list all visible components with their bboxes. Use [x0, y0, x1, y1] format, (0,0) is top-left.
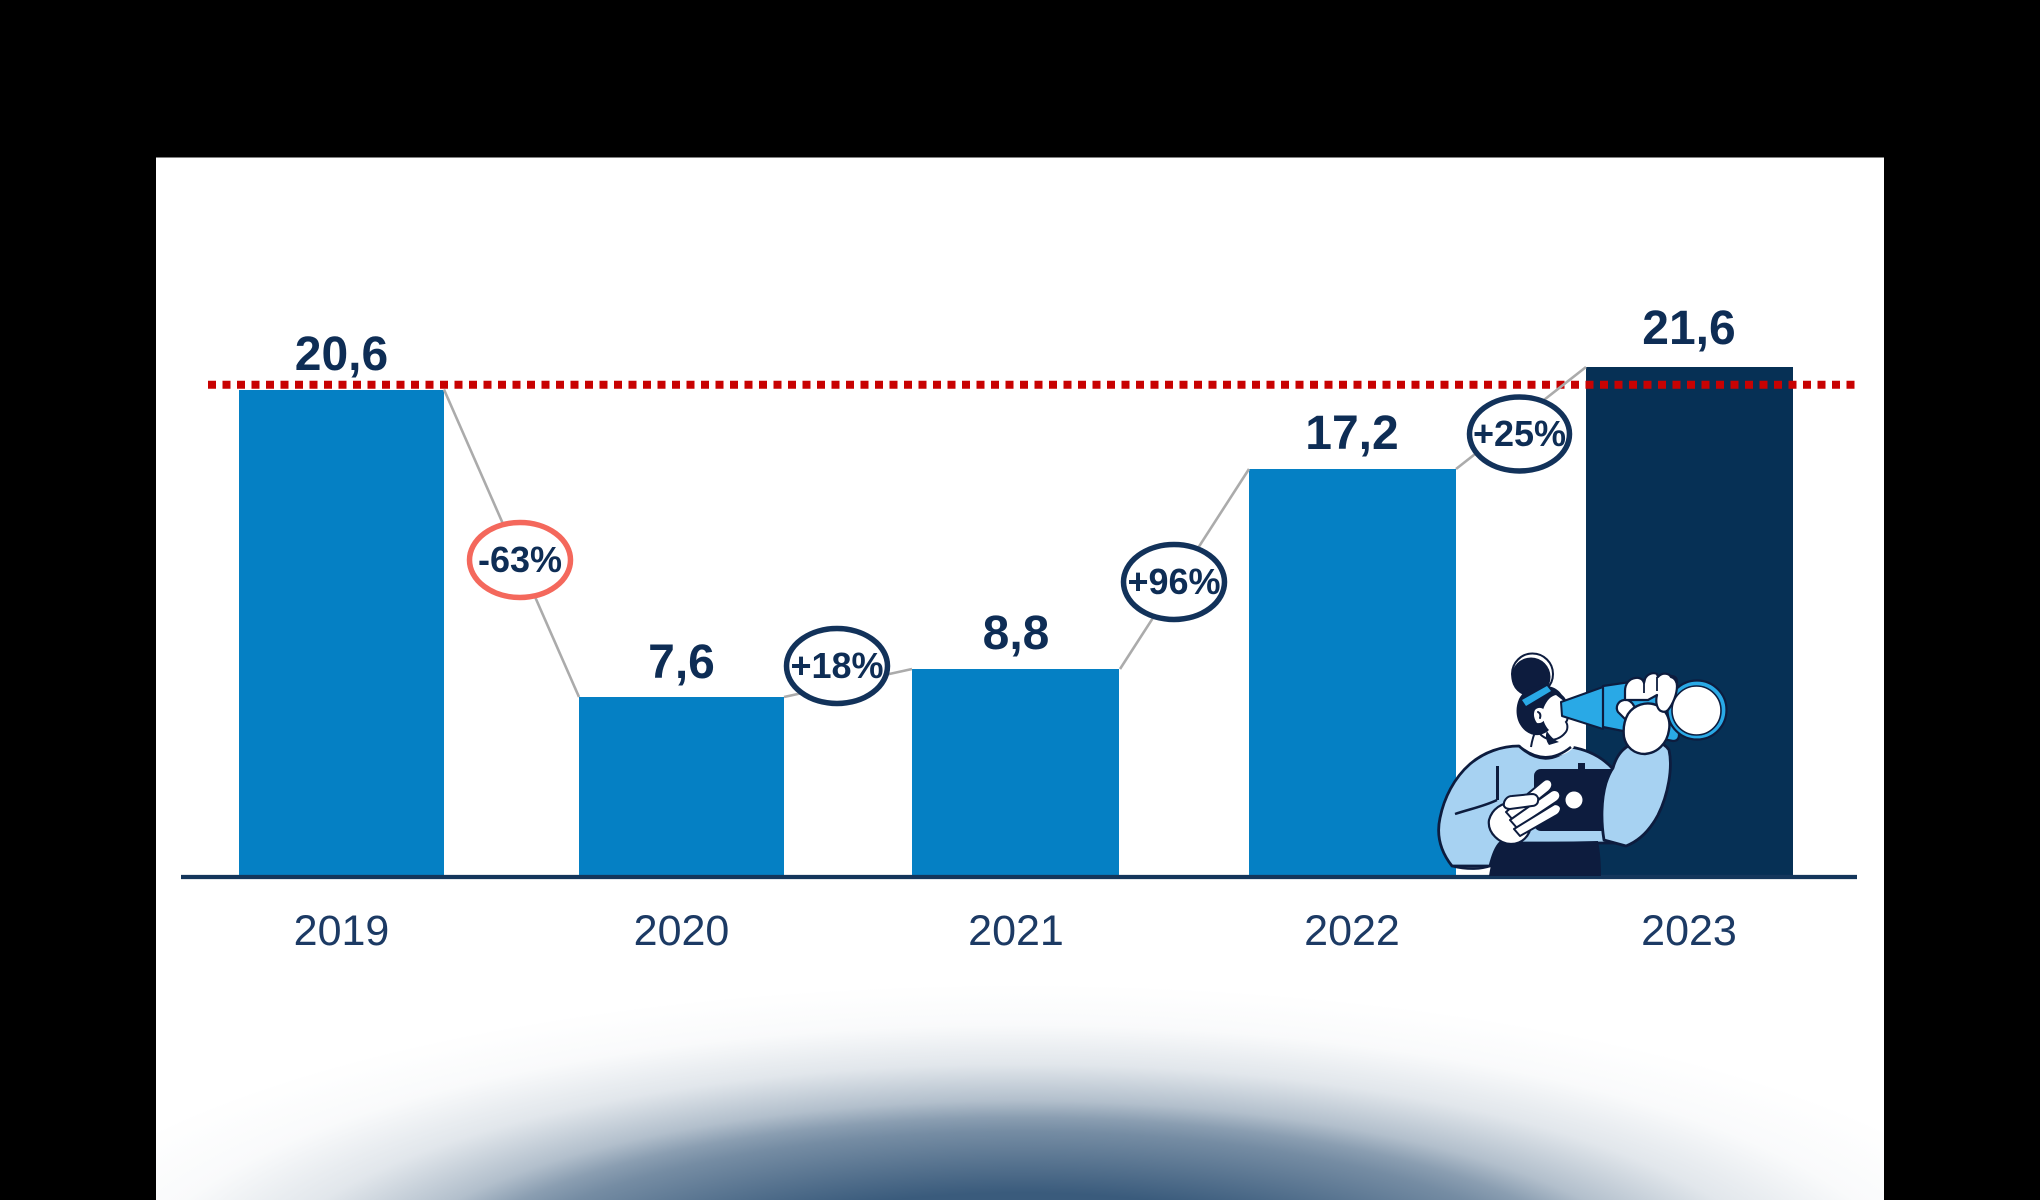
svg-text:2022: 2022 — [1304, 907, 1400, 955]
svg-text:7,6: 7,6 — [648, 636, 715, 689]
svg-text:20,6: 20,6 — [295, 328, 388, 381]
svg-text:-63%: -63% — [478, 539, 562, 580]
svg-text:17,2: 17,2 — [1305, 407, 1398, 460]
svg-text:+25%: +25% — [1473, 413, 1566, 454]
svg-text:2021: 2021 — [968, 907, 1064, 955]
svg-text:+96%: +96% — [1127, 561, 1220, 602]
svg-text:8,8: 8,8 — [983, 607, 1050, 660]
svg-text:21,6: 21,6 — [1642, 302, 1735, 355]
svg-text:+18%: +18% — [790, 645, 883, 686]
svg-text:2020: 2020 — [634, 907, 730, 955]
svg-text:2023: 2023 — [1641, 907, 1737, 955]
svg-text:2019: 2019 — [294, 907, 390, 955]
